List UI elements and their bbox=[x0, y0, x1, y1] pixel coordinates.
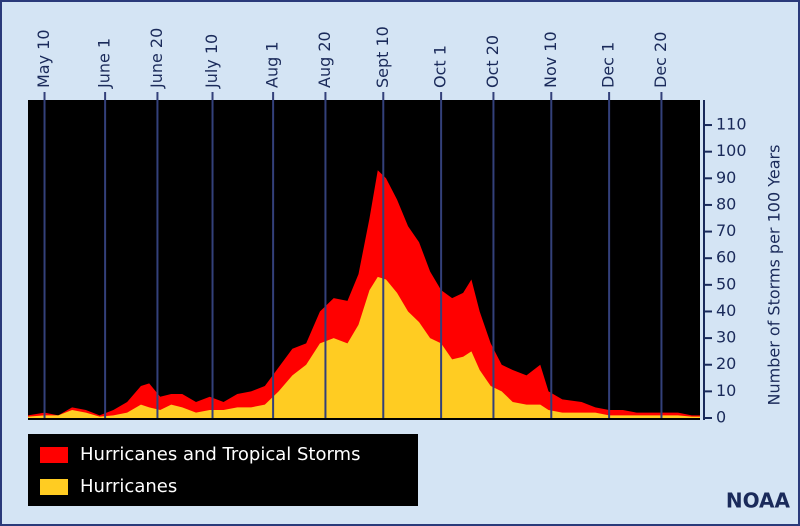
legend-swatch bbox=[40, 479, 68, 495]
x-tick-label: Aug 20 bbox=[315, 31, 334, 88]
y-tick-label: 80 bbox=[716, 194, 736, 213]
y-tick-label: 20 bbox=[716, 354, 736, 373]
y-tick-label: 10 bbox=[716, 381, 736, 400]
legend bbox=[28, 434, 418, 506]
y-tick-label: 110 bbox=[716, 115, 747, 134]
y-tick-label: 70 bbox=[716, 221, 736, 240]
legend-swatch bbox=[40, 447, 68, 463]
y-tick-label: 50 bbox=[716, 274, 736, 293]
x-tick-label: Oct 1 bbox=[431, 45, 450, 88]
x-tick-label: Aug 1 bbox=[263, 41, 282, 88]
y-tick-label: 90 bbox=[716, 168, 736, 187]
x-tick-label: Dec 20 bbox=[651, 32, 670, 88]
x-tick-label: Dec 1 bbox=[599, 42, 618, 88]
x-tick-label: Sept 10 bbox=[373, 26, 392, 88]
legend-label: Hurricanes and Tropical Storms bbox=[80, 444, 360, 465]
area bbox=[28, 170, 700, 418]
area bbox=[28, 276, 700, 418]
x-tick-label: Oct 20 bbox=[483, 35, 502, 88]
x-tick-label: June 20 bbox=[147, 28, 166, 89]
y-tick-label: 40 bbox=[716, 301, 736, 320]
y-tick-label: 100 bbox=[716, 141, 747, 160]
x-tick-label: May 10 bbox=[34, 29, 53, 88]
y-tick-label: 30 bbox=[716, 328, 736, 347]
x-tick-label: June 1 bbox=[95, 38, 114, 89]
x-tick-label: Nov 10 bbox=[541, 31, 560, 88]
y-axis-label: Number of Storms per 100 Years bbox=[765, 145, 784, 406]
y-tick-label: 0 bbox=[716, 408, 726, 427]
x-tick-label: July 10 bbox=[202, 34, 221, 89]
legend-label: Hurricanes bbox=[80, 476, 177, 497]
y-tick-label: 60 bbox=[716, 248, 736, 267]
annotation: NOAA bbox=[726, 489, 791, 513]
